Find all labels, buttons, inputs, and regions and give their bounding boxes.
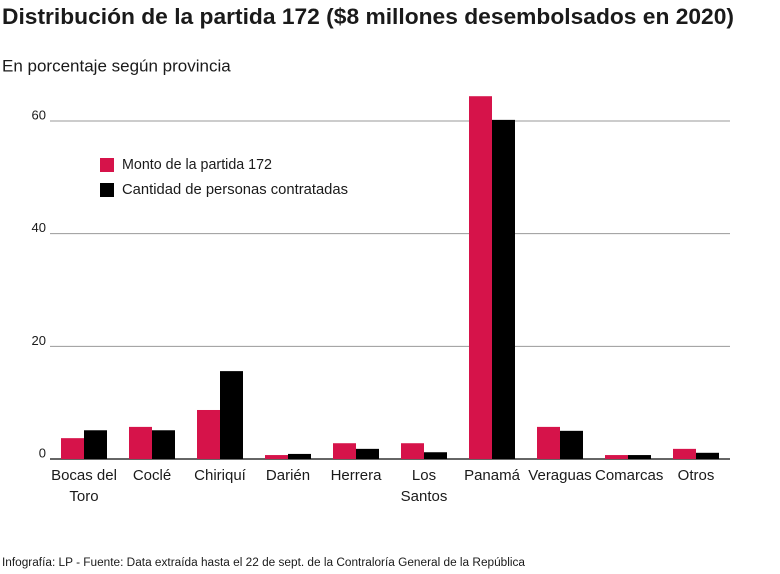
x-tick-label: Bocas del Toro [51, 467, 117, 505]
legend-label: Monto de la partida 172 [122, 156, 272, 173]
bar [152, 430, 175, 459]
bar [424, 452, 447, 459]
legend-swatch [100, 183, 114, 197]
y-tick-label: 60 [32, 107, 46, 122]
x-tick-label: Otros [677, 467, 715, 484]
bar [61, 438, 84, 459]
bar [197, 409, 220, 459]
legend-label: Cantidad de personas contratadas [122, 181, 348, 198]
bar [84, 430, 107, 459]
x-tick-label: Comarcas [595, 467, 664, 484]
x-tick-label: Panamá [464, 467, 520, 484]
bar [356, 448, 379, 459]
chart-title: Distribución de la partida 172 ($8 millo… [2, 4, 734, 29]
bar [537, 426, 560, 459]
x-tick-label: Herrera [330, 467, 382, 484]
bar [696, 452, 719, 459]
x-tick-label: Veraguas [528, 467, 592, 484]
x-tick-label: Coclé [132, 467, 172, 484]
y-tick-label: 0 [39, 445, 46, 460]
bar [129, 426, 152, 459]
bar [628, 455, 651, 459]
bar [265, 455, 288, 459]
x-tick-label: Chiriquí [194, 467, 246, 484]
y-tick-label: 20 [32, 333, 46, 348]
bar [673, 448, 696, 459]
y-tick-label: 40 [32, 220, 46, 235]
bar [333, 443, 356, 459]
bar [560, 430, 583, 459]
chart-subtitle: En porcentaje según provincia [2, 56, 231, 75]
bar [469, 96, 492, 460]
x-tick-label: Los Santos [400, 467, 448, 505]
footer: Infografía: LP - Fuente: Data extraída h… [2, 557, 526, 569]
bar [492, 119, 515, 459]
bar [401, 443, 424, 459]
legend-swatch [100, 158, 114, 172]
bar [220, 371, 243, 459]
bar [605, 455, 628, 459]
bar [288, 453, 311, 459]
x-tick-label: Darién [265, 467, 311, 484]
